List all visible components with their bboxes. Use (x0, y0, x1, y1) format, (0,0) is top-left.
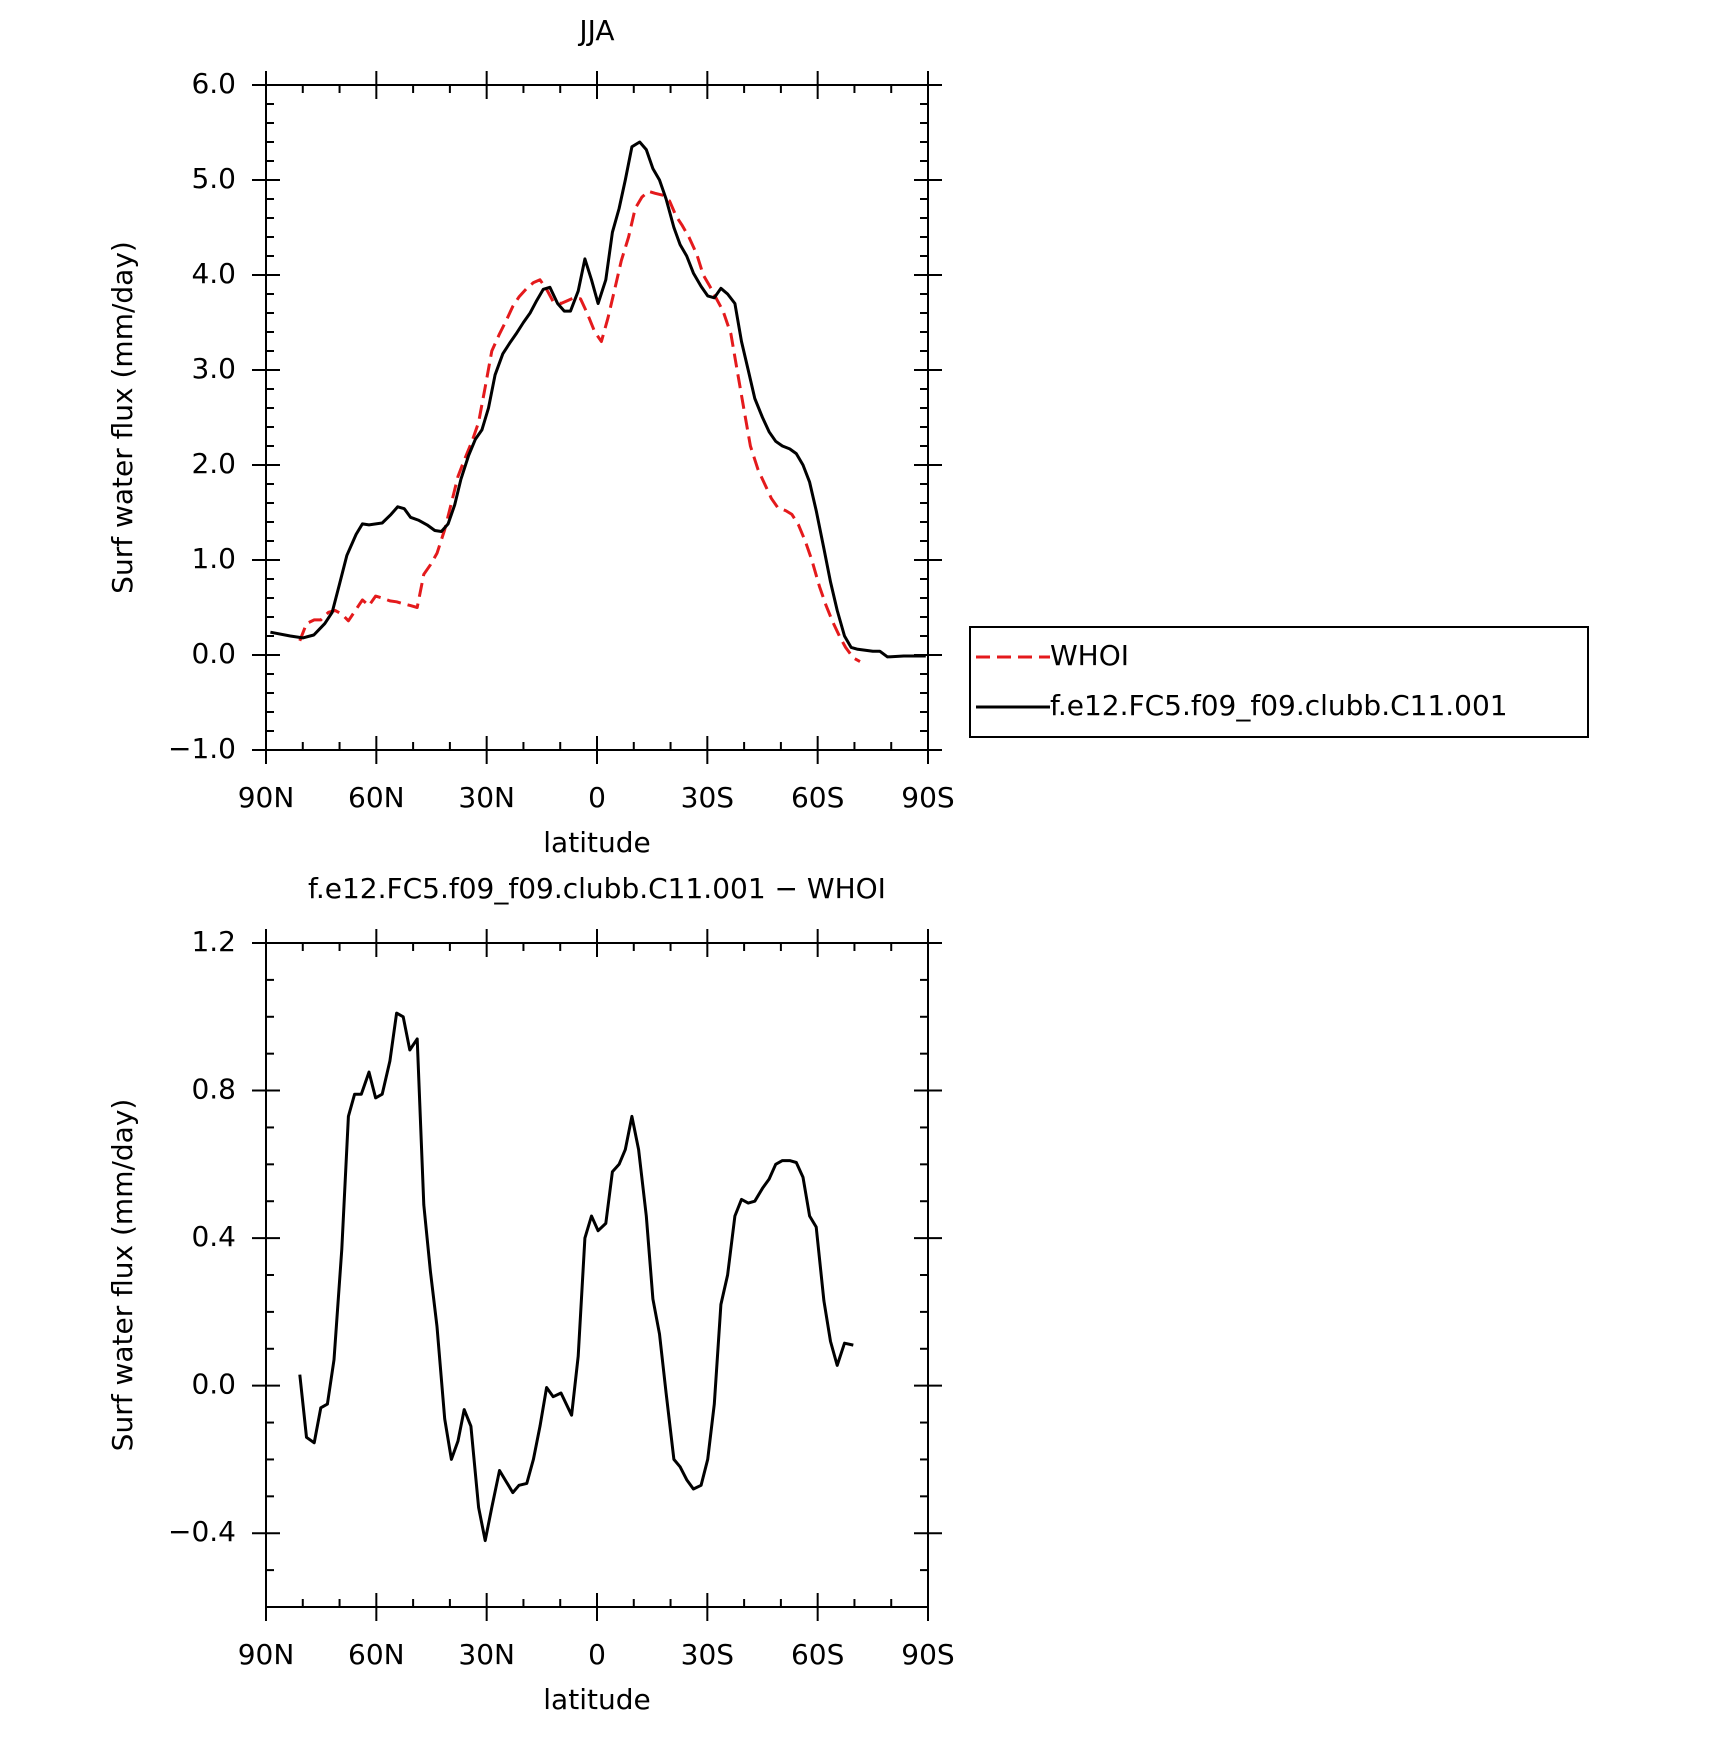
x-axis-label: latitude (543, 826, 650, 859)
y-tick-label: 1.0 (191, 542, 236, 575)
x-tick-label: 90S (901, 1638, 954, 1671)
plot-frame (265, 942, 929, 1608)
y-tick-label: 0.8 (191, 1073, 236, 1106)
x-tick-label: 60S (791, 781, 844, 814)
y-axis-label: Surf water flux (mm/day) (106, 241, 139, 594)
y-tick-label: 0.0 (191, 637, 236, 670)
y-tick-label: 0.4 (191, 1220, 236, 1253)
legend-label: f.e12.FC5.f09_f09.clubb.C11.001 (1050, 689, 1508, 722)
x-tick-label: 60S (791, 1638, 844, 1671)
y-tick-label: 6.0 (191, 67, 236, 100)
legend-label: WHOI (1050, 639, 1129, 672)
y-tick-label: −0.4 (168, 1515, 236, 1548)
y-tick-label: 3.0 (191, 352, 236, 385)
series-line (298, 189, 861, 663)
x-tick-label: 0 (588, 1638, 606, 1671)
y-tick-label: 4.0 (191, 257, 236, 290)
x-tick-label: 0 (588, 781, 606, 814)
y-axis-label: Surf water flux (mm/day) (106, 1099, 139, 1452)
x-tick-label: 90S (901, 781, 954, 814)
x-tick-label: 90N (238, 781, 295, 814)
y-tick-label: −1.0 (168, 732, 236, 765)
x-axis-label: latitude (543, 1683, 650, 1716)
series-line (270, 140, 926, 659)
x-tick-label: 60N (348, 1638, 405, 1671)
chart-title: f.e12.FC5.f09_f09.clubb.C11.001 − WHOI (308, 872, 886, 905)
y-tick-label: 5.0 (191, 162, 236, 195)
x-tick-label: 30N (458, 781, 515, 814)
chart-title: JJA (577, 14, 614, 47)
legend-box (969, 626, 1589, 738)
x-tick-label: 30S (681, 1638, 734, 1671)
series-line (298, 1011, 854, 1543)
x-tick-label: 60N (348, 781, 405, 814)
y-tick-label: 2.0 (191, 447, 236, 480)
y-tick-label: 0.0 (191, 1368, 236, 1401)
x-tick-label: 90N (238, 1638, 295, 1671)
y-tick-label: 1.2 (191, 925, 236, 958)
plot-frame (265, 84, 929, 751)
x-tick-label: 30S (681, 781, 734, 814)
x-tick-label: 30N (458, 1638, 515, 1671)
